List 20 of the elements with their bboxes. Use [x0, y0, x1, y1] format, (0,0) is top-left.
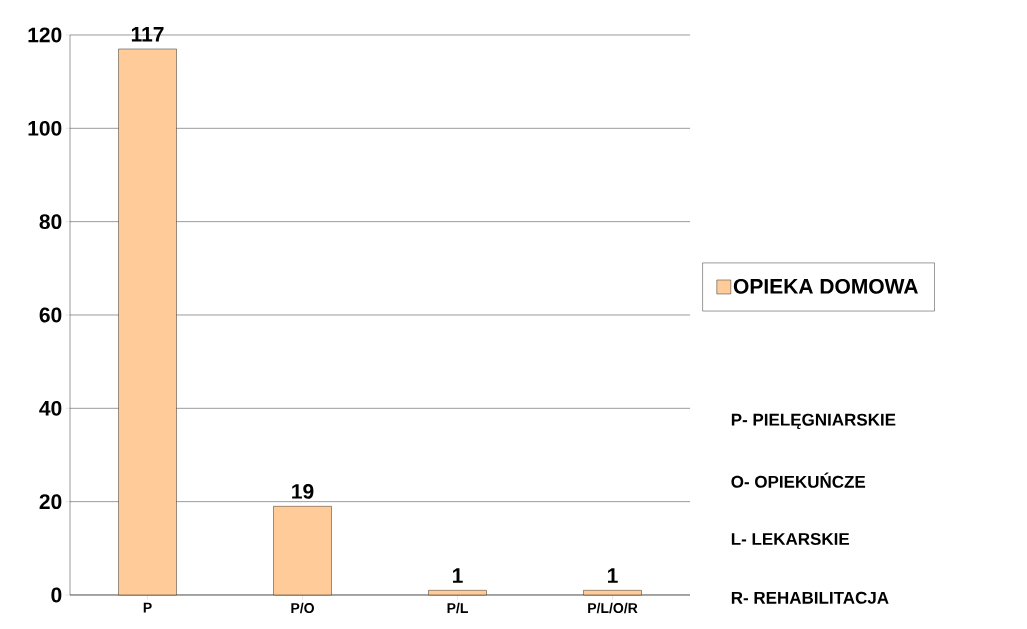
- x-tick-label: P/L: [447, 602, 468, 614]
- x-tick-label: P: [143, 602, 152, 613]
- text: O- OPIEKUŃCZE: [731, 472, 866, 488]
- y-tick-label: 0: [51, 587, 62, 603]
- y-tick-label: 60: [39, 307, 62, 323]
- y-tick-label: 20: [39, 494, 62, 510]
- data-label: 117: [131, 27, 164, 42]
- legend-label: OPIEKA DOMOWA: [733, 278, 918, 294]
- text: R- REHABILITACJA: [731, 591, 889, 604]
- data-label: 19: [292, 483, 314, 499]
- y-tick-label: 100: [28, 120, 62, 136]
- text: L- LEKARSKIE: [731, 532, 850, 546]
- text: P- PIELĘGNIARSKIE: [731, 413, 896, 430]
- y-tick-label: 120: [28, 27, 62, 43]
- data-label: 1: [608, 568, 618, 583]
- data-label: 1: [453, 568, 463, 583]
- y-tick-label: 40: [39, 400, 62, 416]
- y-tick-label: 80: [39, 214, 62, 230]
- x-tick-label: P/O: [291, 602, 314, 614]
- x-tick-label: P/L/O/R: [588, 602, 638, 614]
